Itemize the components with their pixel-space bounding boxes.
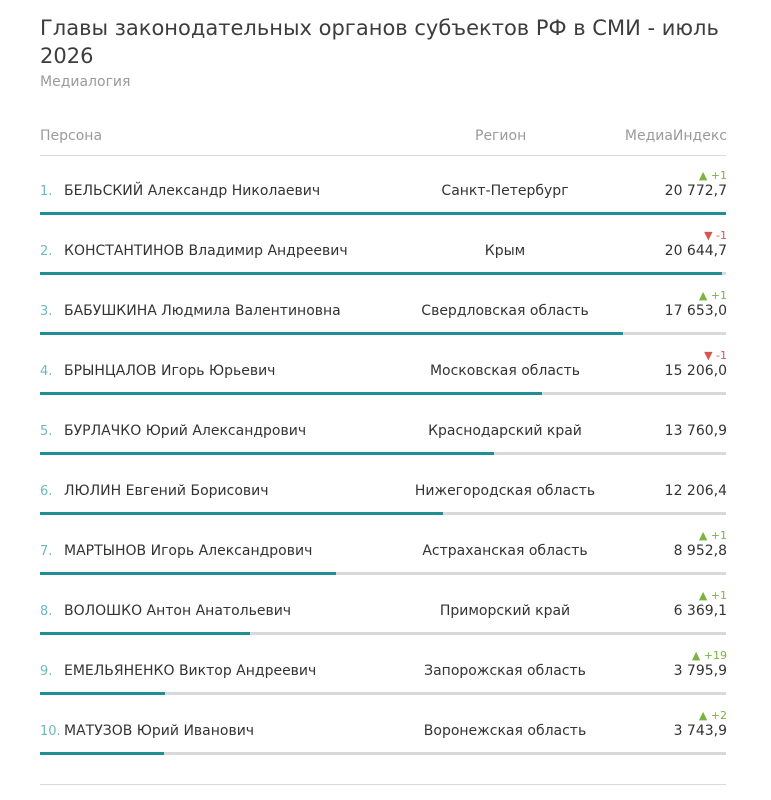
media-index-value: 15 206,0 <box>664 363 727 379</box>
region-name: Приморский край <box>439 603 571 619</box>
chart-subtitle: Медиалогия <box>40 74 131 90</box>
rank-number: 8. <box>40 604 53 619</box>
person-name: МАТУЗОВ Юрий Иванович <box>64 723 255 739</box>
rank-number: 6. <box>40 484 53 499</box>
rank-number: 1. <box>40 184 53 199</box>
rank-number: 4. <box>40 364 53 379</box>
media-index-bar <box>40 632 250 635</box>
rank-number: 2. <box>40 244 53 259</box>
media-index-bar <box>40 512 443 515</box>
rank-change-badge: ▲ +19 <box>691 649 727 662</box>
rank-number: 10. <box>40 724 61 739</box>
rank-change-badge: ▲ +2 <box>698 709 727 722</box>
region-name: Свердловская область <box>421 303 589 319</box>
table-row: 8. ВОЛОШКО Антон Анатольевич Приморский кр… <box>0 583 771 643</box>
rank-change-badge: ▼ -1 <box>704 349 727 362</box>
region-name: Санкт-Петербург <box>441 183 569 199</box>
media-index-value: 6 369,1 <box>673 603 727 619</box>
table-row: 4. БРЫНЦАЛОВ Игорь Юрьевич Московская обла… <box>0 343 771 403</box>
media-index-bar <box>40 692 165 695</box>
rank-number: 3. <box>40 304 53 319</box>
media-index-bar <box>40 572 336 575</box>
footer-divider <box>40 784 726 785</box>
media-index-bar <box>40 332 623 335</box>
region-name: Крым <box>484 243 526 259</box>
table-row: 7. МАРТЫНОВ Игорь Александрович Астраханск… <box>0 523 771 583</box>
person-name: БРЫНЦАЛОВ Игорь Юрьевич <box>64 363 276 379</box>
person-name: ЕМЕЛЬЯНЕНКО Виктор Андреевич <box>64 663 317 679</box>
media-index-value: 20 772,7 <box>664 183 727 199</box>
person-name: КОНСТАНТИНОВ Владимир Андреевич <box>64 243 348 259</box>
column-header-region: Регион <box>475 128 527 144</box>
person-name: БАБУШКИНА Людмила Валентиновна <box>64 303 341 319</box>
table-row: 3. БАБУШКИНА Людмила Валентиновна Свердлов… <box>0 283 771 343</box>
column-header-media-index: МедиаИндекс <box>624 128 727 144</box>
media-index-value: 17 653,0 <box>664 303 727 319</box>
media-index-value: 20 644,7 <box>664 243 727 259</box>
media-index-bar <box>40 272 722 275</box>
media-index-bar <box>40 212 726 215</box>
rank-change-badge: ▲ +1 <box>698 589 727 602</box>
region-name: Астраханская область <box>422 543 588 559</box>
bar-track <box>40 572 726 575</box>
bar-track <box>40 512 726 515</box>
region-name: Краснодарский край <box>428 423 582 439</box>
bar-track <box>40 212 726 215</box>
table-row: 2. КОНСТАНТИНОВ Владимир Андреевич Крым 20 … <box>0 223 771 283</box>
bar-track <box>40 272 726 275</box>
media-index-bar <box>40 452 494 455</box>
media-index-value: 13 760,9 <box>664 423 727 439</box>
media-index-bar <box>40 752 164 755</box>
region-name: Нижегородская область <box>414 483 596 499</box>
bar-track <box>40 632 726 635</box>
table-row: 9. ЕМЕЛЬЯНЕНКО Виктор Андреевич Запорожска… <box>0 643 771 703</box>
rank-number: 9. <box>40 664 53 679</box>
bar-track <box>40 332 726 335</box>
person-name: БУРЛАЧКО Юрий Александрович <box>64 423 307 439</box>
person-name: МАРТЫНОВ Игорь Александрович <box>64 543 313 559</box>
rank-change-badge: ▼ -1 <box>704 229 727 242</box>
bar-track <box>40 392 726 395</box>
table-row: 6. ЛЮЛИН Евгений Борисович Нижегородская о… <box>0 463 771 523</box>
table-row: 10. МАТУЗОВ Юрий Иванович Воронежская обла… <box>0 703 771 763</box>
media-index-value: 8 952,8 <box>673 543 727 559</box>
rank-change-badge: ▲ +1 <box>698 289 727 302</box>
header-divider <box>40 155 726 156</box>
media-index-value: 3 795,9 <box>673 663 727 679</box>
region-name: Запорожская область <box>424 663 586 679</box>
rank-number: 5. <box>40 424 53 439</box>
bar-track <box>40 752 726 755</box>
bar-track <box>40 452 726 455</box>
media-index-bar <box>40 392 542 395</box>
person-name: ВОЛОШКО Антон Анатольевич <box>64 603 292 619</box>
bar-track <box>40 692 726 695</box>
region-name: Московская область <box>429 363 581 379</box>
media-index-value: 3 743,9 <box>673 723 727 739</box>
person-name: ЛЮЛИН Евгений Борисович <box>64 483 269 499</box>
person-name: БЕЛЬСКИЙ Александр Николаевич <box>64 183 321 199</box>
region-name: Воронежская область <box>423 723 587 739</box>
chart-title: Главы законодательных органов субъектов … <box>40 16 719 68</box>
rank-number: 7. <box>40 544 53 559</box>
column-header-person: Персона <box>40 128 103 144</box>
rank-change-badge: ▲ +1 <box>698 529 727 542</box>
media-index-value: 12 206,4 <box>664 483 727 499</box>
table-row: 5. БУРЛАЧКО Юрий Александрович Краснодарск… <box>0 403 771 463</box>
rank-change-badge: ▲ +1 <box>698 169 727 182</box>
table-row: 1. БЕЛЬСКИЙ Александр Николаевич Санкт-Пет… <box>0 163 771 223</box>
